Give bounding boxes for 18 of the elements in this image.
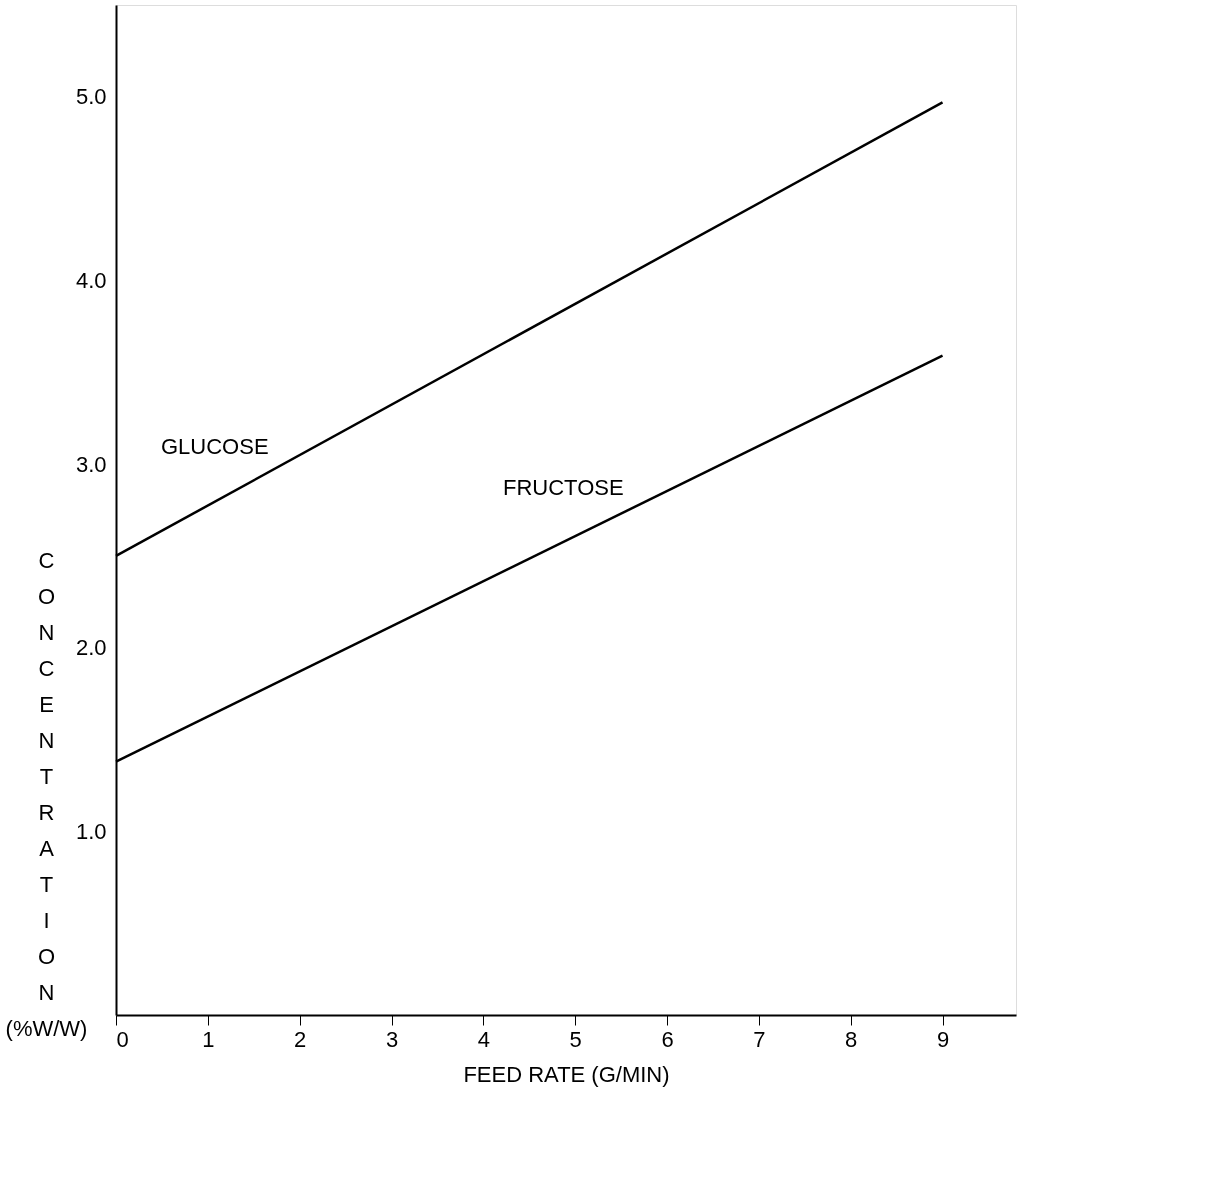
y-tick-label: 2.0 [75,635,107,661]
x-tick-label: 6 [661,1026,674,1052]
y-tick-label: 1.0 [75,818,107,844]
y-tick-label: 4.0 [75,267,107,293]
x-tick-label: 1 [202,1026,215,1052]
series-label: GLUCOSE [161,434,269,460]
x-tick-label: 7 [753,1026,766,1052]
x-tick-label: 4 [477,1026,490,1052]
series-label: FRUCTOSE [503,474,624,500]
y-tick-label: 3.0 [75,451,107,477]
y-tick-label: 5.0 [75,84,107,110]
x-tick-label: 9 [936,1026,950,1052]
x-tick-label: 5 [569,1026,582,1052]
x-tick-label: 3 [385,1026,399,1052]
x-tick-label: 8 [845,1026,858,1052]
x-axis-title: FEED RATE (G/MIN) [463,1061,670,1087]
x-tick-label: 2 [294,1026,307,1052]
x-tick-label: 0 [116,1026,129,1052]
